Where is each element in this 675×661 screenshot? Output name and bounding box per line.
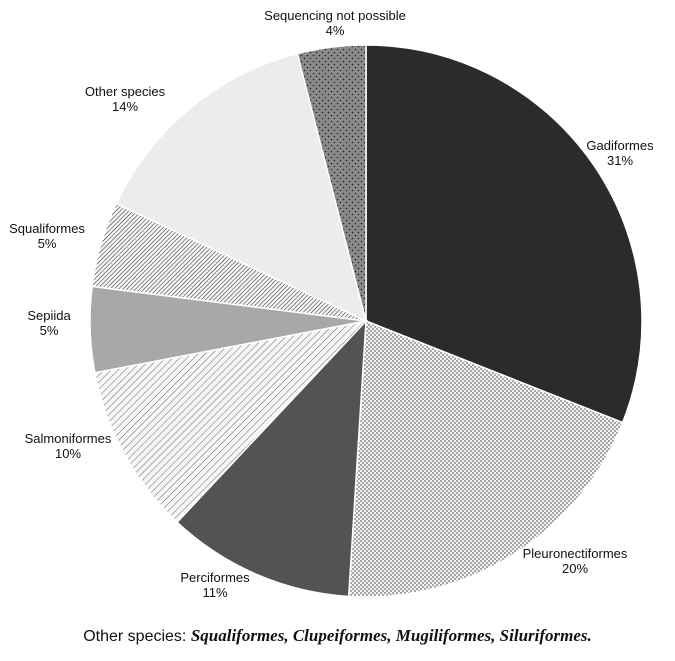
slice-label: Sequencing not possible <box>264 8 406 23</box>
slice-label: Gadiformes <box>586 138 654 153</box>
slice-value-label: 4% <box>326 23 345 38</box>
slice-value-label: 11% <box>202 585 227 600</box>
slice-value-label: 14% <box>112 99 138 114</box>
footnote-prefix: Other species: <box>83 628 191 645</box>
footnote-species-list: Squaliformes, Clupeiformes, Mugiliformes… <box>190 626 592 645</box>
footnote: Other species: Squaliformes, Clupeiforme… <box>0 626 675 646</box>
pie-slices <box>89 44 643 598</box>
pie-slice-other-species <box>115 52 368 323</box>
slice-value-label: 5% <box>40 323 59 338</box>
slice-value-label: 10% <box>55 446 81 461</box>
slice-value-label: 5% <box>38 236 57 251</box>
slice-label: Other species <box>85 84 166 99</box>
pie-slice-perciformes <box>175 318 367 598</box>
slice-value-label: 31% <box>607 153 633 168</box>
slice-label: Perciformes <box>180 570 250 585</box>
slice-label: Squaliformes <box>9 221 85 236</box>
pie-slice-pleuronectiformes <box>347 319 624 598</box>
pie-slice-gadiformes <box>365 44 643 424</box>
pie-slice-salmoniformes <box>94 319 369 524</box>
slice-label: Sepiida <box>27 308 71 323</box>
slice-label: Pleuronectiformes <box>523 546 628 561</box>
slice-label: Salmoniformes <box>25 431 112 446</box>
slice-value-label: 20% <box>562 561 588 576</box>
pie-slice-sequencing-not-possible <box>296 44 367 322</box>
